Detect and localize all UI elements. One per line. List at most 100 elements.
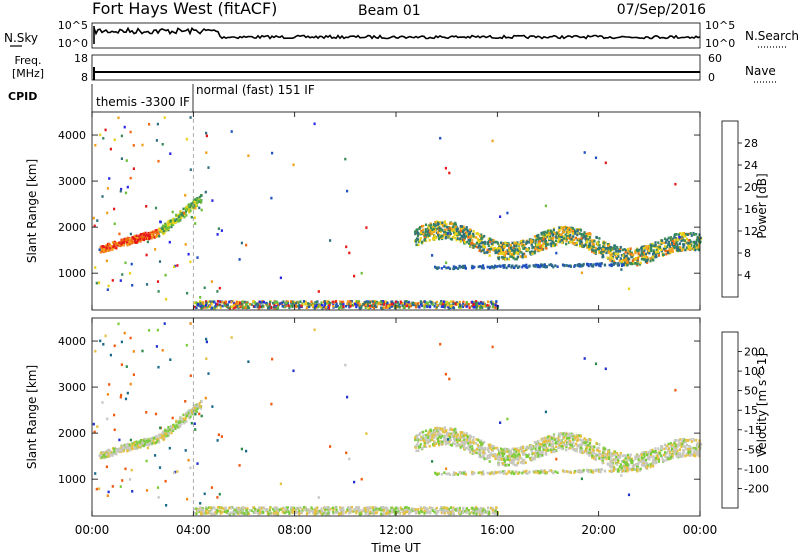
echo-cell bbox=[591, 247, 594, 250]
echo-cell bbox=[243, 306, 246, 309]
echo-cell bbox=[167, 429, 170, 433]
echo-cell bbox=[622, 258, 625, 262]
echo-cell bbox=[478, 510, 481, 514]
echo-cell bbox=[674, 240, 677, 244]
echo-cell bbox=[538, 448, 541, 451]
echo-cell bbox=[693, 439, 696, 442]
echo-cell bbox=[540, 454, 543, 457]
echo-cell bbox=[427, 232, 430, 236]
echo-cell bbox=[688, 246, 691, 250]
echo-cell bbox=[233, 304, 236, 307]
echo-cell bbox=[522, 264, 525, 267]
echo-cell bbox=[468, 306, 471, 309]
echo-cell bbox=[638, 469, 641, 472]
cpid-segment-normal: normal (fast) 151 IF bbox=[196, 83, 315, 97]
echo-cell bbox=[684, 241, 687, 244]
echo-cell bbox=[614, 252, 617, 255]
echo-cell bbox=[107, 452, 110, 455]
echo-cell bbox=[591, 244, 594, 248]
echo-cell bbox=[475, 306, 478, 310]
echo-cell bbox=[443, 221, 446, 224]
echo-cell bbox=[221, 301, 224, 304]
echo-cell bbox=[579, 446, 583, 450]
echo-cell bbox=[477, 240, 480, 244]
echo-cell bbox=[643, 249, 646, 252]
echo-cell bbox=[439, 230, 442, 234]
echo-cell bbox=[331, 300, 334, 304]
echo-cell bbox=[617, 458, 620, 462]
echo-cell bbox=[443, 303, 447, 307]
echo-cell bbox=[373, 506, 376, 509]
echo-cell bbox=[335, 304, 338, 307]
echo-cell bbox=[430, 429, 433, 433]
echo-cell bbox=[674, 443, 677, 446]
echo-cell bbox=[522, 247, 525, 250]
echo-cell bbox=[579, 450, 582, 454]
echo-cell bbox=[619, 454, 622, 458]
echo-cell bbox=[129, 232, 132, 236]
echo-cell bbox=[680, 445, 683, 449]
echo-cell bbox=[558, 441, 561, 444]
echo-cell bbox=[219, 300, 222, 304]
echo-cell bbox=[465, 226, 468, 229]
echo-cell bbox=[448, 436, 451, 439]
echo-cell bbox=[676, 249, 679, 252]
echo-cell bbox=[515, 264, 518, 267]
echo-cell bbox=[684, 454, 687, 458]
echo-cell bbox=[693, 451, 696, 454]
echo-cell bbox=[187, 414, 190, 417]
echo-cell bbox=[526, 248, 529, 252]
echo-cell bbox=[439, 136, 442, 140]
echo-cell bbox=[543, 444, 547, 447]
echo-cell bbox=[587, 444, 590, 447]
echo-cell bbox=[624, 261, 627, 265]
echo-cell bbox=[100, 249, 103, 253]
echo-cell bbox=[558, 235, 561, 238]
echo-cell bbox=[546, 435, 549, 439]
echo-cell bbox=[253, 305, 256, 308]
echo-cell bbox=[552, 234, 555, 237]
echo-cell bbox=[690, 440, 693, 443]
echo-cell bbox=[636, 262, 639, 265]
nsky-label: N.Sky bbox=[4, 31, 38, 45]
echo-cell bbox=[566, 470, 569, 473]
echo-cell bbox=[386, 301, 389, 305]
echo-cell bbox=[147, 234, 150, 238]
echo-cell bbox=[630, 457, 633, 461]
echo-cell bbox=[234, 302, 237, 306]
echo-cell bbox=[323, 511, 326, 515]
echo-cell bbox=[627, 260, 630, 263]
echo-cell bbox=[594, 456, 597, 460]
echo-cell bbox=[539, 455, 542, 458]
echo-cell bbox=[542, 437, 545, 440]
echo-cell bbox=[200, 201, 203, 204]
echo-cell bbox=[597, 446, 600, 450]
echo-cell bbox=[521, 265, 524, 269]
echo-cell bbox=[471, 242, 474, 245]
echo-cell bbox=[605, 457, 608, 461]
echo-cell bbox=[155, 228, 158, 232]
echo-cell bbox=[694, 447, 698, 450]
echo-cell bbox=[205, 301, 208, 305]
echo-cell bbox=[489, 443, 492, 447]
echo-cell bbox=[653, 244, 656, 247]
echo-cell bbox=[443, 265, 446, 268]
echo-cell bbox=[304, 302, 307, 306]
echo-cell bbox=[669, 449, 672, 452]
echo-cell bbox=[367, 300, 370, 303]
echo-cell bbox=[169, 220, 172, 223]
echo-cell bbox=[571, 433, 574, 436]
echo-cell bbox=[473, 303, 476, 306]
echo-cell bbox=[124, 261, 127, 265]
echo-cell bbox=[500, 457, 503, 461]
echo-cell bbox=[464, 473, 467, 476]
echo-cell bbox=[452, 225, 455, 229]
echo-cell bbox=[488, 254, 491, 257]
echo-cell bbox=[517, 266, 520, 269]
echo-cell bbox=[434, 434, 437, 438]
echo-cell bbox=[569, 228, 572, 231]
echo-cell bbox=[497, 242, 500, 245]
echo-cell bbox=[525, 454, 528, 457]
echo-cell bbox=[543, 233, 546, 237]
echo-cell bbox=[631, 465, 634, 468]
